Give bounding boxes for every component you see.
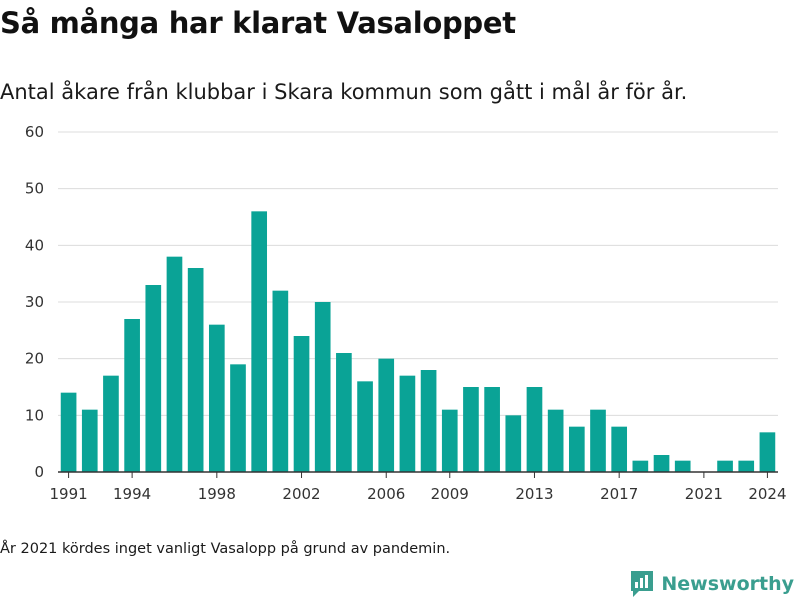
- footnote: År 2021 kördes inget vanligt Vasalopp på…: [0, 541, 451, 557]
- y-tick-label: 40: [25, 236, 44, 254]
- x-tick-label: 2006: [367, 485, 405, 503]
- bar-1991[interactable]: [60, 392, 77, 472]
- bar-2006[interactable]: [378, 358, 395, 472]
- y-tick-label: 10: [25, 406, 44, 424]
- bar-1997[interactable]: [187, 268, 204, 472]
- bar-1992[interactable]: [81, 409, 98, 472]
- x-tick-label: 2021: [685, 485, 723, 503]
- y-tick-label: 50: [25, 180, 44, 198]
- bar-2004[interactable]: [336, 353, 352, 472]
- brand-label: Newsworthy: [661, 573, 794, 595]
- bar-2010[interactable]: [463, 387, 479, 472]
- bar-2014[interactable]: [547, 409, 564, 472]
- x-tick-label: 2017: [600, 485, 638, 503]
- x-tick-label: 1998: [198, 485, 236, 503]
- x-tick-label: 2024: [748, 485, 786, 503]
- bar-chart: 0 10 20 30 40 50 60 1991 1994 1998 2002 2006 2009 201…: [25, 123, 787, 503]
- bar-2017[interactable]: [611, 426, 628, 472]
- bar-2003[interactable]: [314, 302, 331, 472]
- bar-2002[interactable]: [293, 336, 310, 472]
- bar-1994[interactable]: [124, 319, 140, 472]
- x-tick-label: 2002: [282, 485, 320, 503]
- bar-2016[interactable]: [590, 409, 606, 472]
- bar-1993[interactable]: [103, 375, 119, 472]
- bar-2007[interactable]: [399, 375, 416, 472]
- x-tick-label: 2013: [515, 485, 553, 503]
- bar-2012[interactable]: [505, 415, 522, 472]
- x-tick-label: 2009: [431, 485, 469, 503]
- bar-2020[interactable]: [674, 460, 691, 472]
- bar-1996[interactable]: [166, 256, 183, 472]
- x-tick-label: 1994: [113, 485, 151, 503]
- y-tick-label: 20: [25, 350, 44, 368]
- bar-1999[interactable]: [230, 364, 246, 472]
- y-tick-label: 60: [25, 123, 44, 141]
- bar-2023[interactable]: [738, 460, 755, 472]
- bar-2008[interactable]: [420, 370, 437, 472]
- bar-1998[interactable]: [208, 324, 225, 472]
- newsworthy-logo-icon: [631, 571, 654, 597]
- bar-2018[interactable]: [632, 460, 649, 472]
- y-tick-label: 0: [34, 463, 44, 481]
- bar-2022[interactable]: [717, 460, 733, 472]
- x-tick-label: 1991: [49, 485, 87, 503]
- bar-1995[interactable]: [145, 285, 162, 472]
- bar-2001[interactable]: [272, 290, 289, 472]
- chart-subtitle: Antal åkare från klubbar i Skara kommun …: [0, 80, 688, 104]
- bar-2013[interactable]: [526, 387, 543, 472]
- newsworthy-brand[interactable]: Newsworthy: [629, 569, 794, 599]
- bar-2000[interactable]: [251, 211, 268, 472]
- bar-2009[interactable]: [441, 409, 458, 472]
- bar-2011[interactable]: [484, 387, 500, 472]
- chart-title: Så många har klarat Vasaloppet: [0, 6, 516, 40]
- bar-2019[interactable]: [653, 455, 670, 472]
- bar-2015[interactable]: [568, 426, 585, 472]
- bar-2005[interactable]: [357, 381, 373, 472]
- bar-2024[interactable]: [759, 432, 776, 472]
- y-tick-label: 30: [25, 293, 44, 311]
